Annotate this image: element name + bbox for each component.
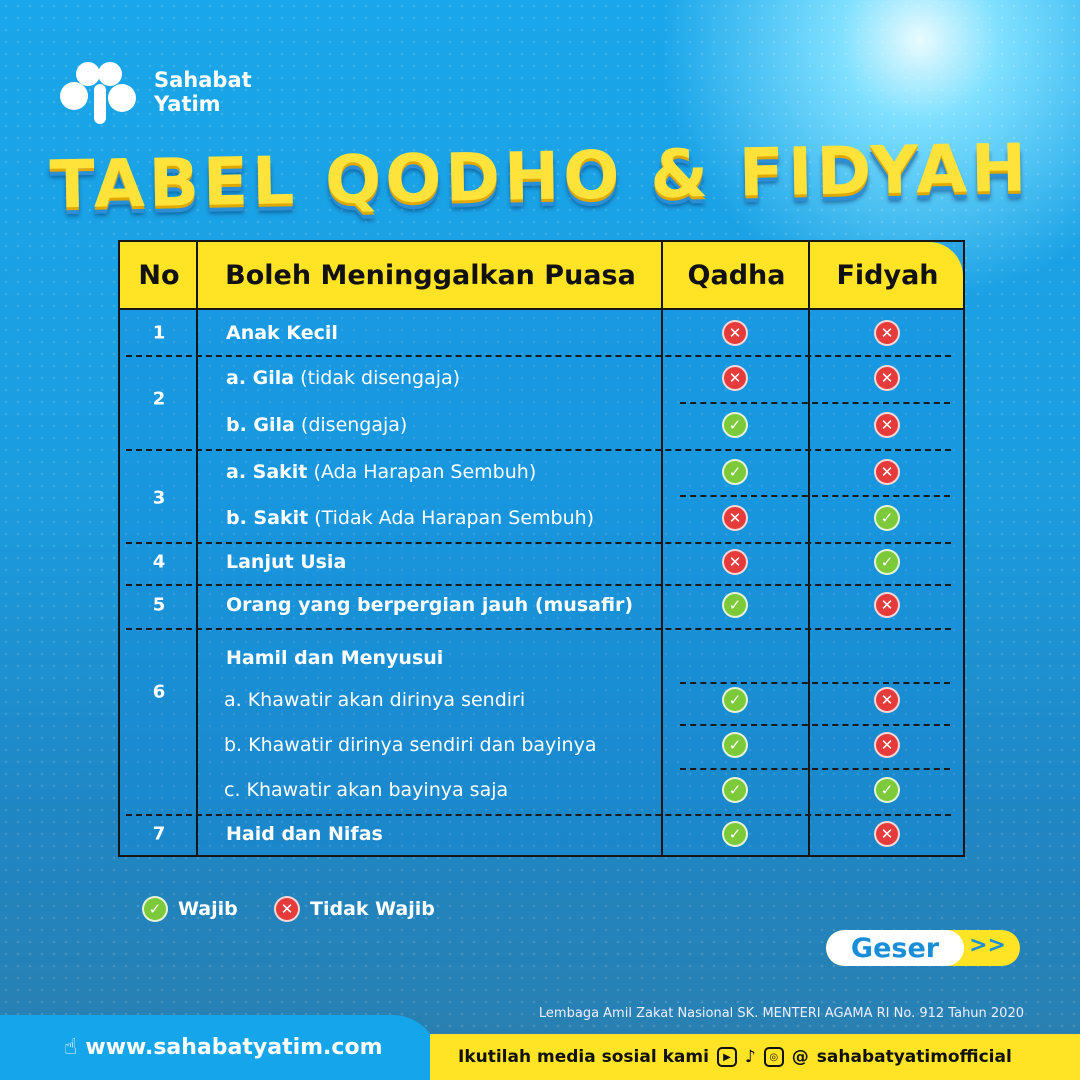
check-icon-fidyah: ✓	[874, 777, 900, 803]
x-icon-fidyah: ✕	[874, 687, 900, 713]
qodho-fidyah-table: No Boleh Meninggalkan Puasa Qadha Fidyah…	[118, 240, 965, 857]
x-icon: ✕	[274, 896, 300, 922]
check-icon-fidyah: ✓	[874, 549, 900, 575]
label-bold: Anak Kecil	[226, 322, 338, 344]
check-icon: ✓	[142, 896, 168, 922]
label-bold: a. Sakit	[226, 461, 308, 483]
row-divider	[126, 814, 951, 816]
row-divider	[680, 768, 950, 770]
legend-label: Wajib	[178, 898, 238, 920]
check-icon-qadha: ✓	[722, 687, 748, 713]
legend-wajib: ✓ Wajib	[142, 896, 238, 922]
label-detail: (disengaja)	[300, 414, 408, 436]
label-bold: Hamil dan Menyusui	[226, 647, 444, 669]
license-text: Lembaga Amil Zakat Nasional SK. MENTERI …	[538, 1006, 1024, 1021]
row-divider	[126, 542, 951, 544]
header-no: No	[138, 259, 180, 291]
label-detail: a. Khawatir akan dirinya sendiri	[224, 689, 526, 711]
row-divider	[680, 402, 950, 404]
x-icon-qadha: ✕	[722, 549, 748, 575]
row-number: 1	[152, 322, 166, 344]
table-row-label: Hamil dan Menyusui	[226, 647, 443, 669]
check-icon-qadha: ✓	[722, 777, 748, 803]
brand-name-2: Yatim	[154, 92, 221, 116]
label-detail: c. Khawatir akan bayinya saja	[224, 779, 509, 801]
table-row-label: b. Sakit (Tidak Ada Harapan Sembuh)	[226, 507, 594, 529]
table-row-label: Lanjut Usia	[226, 551, 346, 573]
instagram-icon[interactable]: ◎	[763, 1047, 784, 1067]
label-detail: (tidak disengaja)	[300, 367, 461, 389]
check-icon-qadha: ✓	[722, 459, 748, 485]
label-bold: Lanjut Usia	[226, 551, 347, 573]
table-row-label: a. Sakit (Ada Harapan Sembuh)	[226, 461, 536, 483]
arrow-icon: >>	[969, 933, 1006, 958]
row-divider	[680, 724, 950, 726]
logo: Sahabat Yatim	[58, 58, 252, 126]
label-detail: (Tidak Ada Harapan Sembuh)	[314, 507, 595, 529]
label-detail: b. Khawatir dirinya sendiri dan bayinya	[224, 734, 597, 756]
x-icon-fidyah: ✕	[874, 320, 900, 346]
follow-text: Ikutilah media sosial kami	[458, 1047, 709, 1067]
table-row-label: Orang yang berpergian jauh (musafir)	[226, 594, 633, 616]
row-divider	[126, 584, 951, 586]
row-divider	[126, 355, 951, 357]
x-icon-fidyah: ✕	[874, 459, 900, 485]
x-icon-fidyah: ✕	[874, 592, 900, 618]
threads-icon[interactable]: @	[791, 1047, 809, 1067]
website-bar: ☝ www.sahabatyatim.com	[0, 1015, 440, 1080]
table-row-label: a. Khawatir akan dirinya sendiri	[224, 689, 525, 711]
x-icon-fidyah: ✕	[874, 821, 900, 847]
header-qadha: Qadha	[687, 259, 786, 291]
youtube-icon[interactable]: ▶	[716, 1047, 737, 1067]
row-number: 3	[152, 487, 166, 509]
tiktok-icon[interactable]: ♪	[744, 1047, 756, 1067]
label-bold: b. Sakit	[226, 507, 309, 529]
header-reason: Boleh Meninggalkan Puasa	[225, 259, 636, 291]
table-header: No Boleh Meninggalkan Puasa Qadha Fidyah	[120, 242, 963, 310]
geser-button[interactable]: Geser >>	[826, 930, 1020, 966]
label-bold: b. Gila	[226, 414, 295, 436]
row-number: 2	[152, 388, 166, 410]
row-number: 7	[152, 823, 166, 845]
label-bold: a. Gila	[226, 367, 295, 389]
table-row-label: a. Gila (tidak disengaja)	[226, 367, 460, 389]
geser-label: Geser	[826, 930, 964, 966]
row-divider	[680, 682, 950, 684]
x-icon-qadha: ✕	[722, 320, 748, 346]
cursor-click-icon: ☝	[64, 1035, 78, 1060]
label-bold: Orang yang berpergian jauh (musafir)	[226, 594, 634, 616]
table-row-label: b. Gila (disengaja)	[226, 414, 407, 436]
table-row-label: Anak Kecil	[226, 322, 338, 344]
social-handle: sahabatyatimofficial	[816, 1047, 1012, 1067]
check-icon-fidyah: ✓	[874, 505, 900, 531]
label-detail: (Ada Harapan Sembuh)	[313, 461, 537, 483]
x-icon-fidyah: ✕	[874, 412, 900, 438]
clover-logo-icon	[60, 62, 136, 124]
legend-label: Tidak Wajib	[310, 898, 435, 920]
check-icon-qadha: ✓	[722, 592, 748, 618]
row-number: 5	[152, 594, 166, 616]
check-icon-qadha: ✓	[722, 732, 748, 758]
row-number: 4	[152, 551, 166, 573]
website-link[interactable]: www.sahabatyatim.com	[85, 1035, 383, 1060]
row-number: 6	[152, 681, 166, 703]
brand-name-1: Sahabat	[154, 68, 252, 92]
check-icon-qadha: ✓	[722, 821, 748, 847]
check-icon-qadha: ✓	[722, 412, 748, 438]
x-icon-fidyah: ✕	[874, 365, 900, 391]
header-fidyah: Fidyah	[836, 259, 939, 291]
label-bold: Haid dan Nifas	[226, 823, 383, 845]
social-bar: Ikutilah media sosial kami ▶ ♪ ◎ @ sahab…	[430, 1034, 1080, 1080]
table-row-label: Haid dan Nifas	[226, 823, 383, 845]
x-icon-qadha: ✕	[722, 505, 748, 531]
table-row-label: b. Khawatir dirinya sendiri dan bayinya	[224, 734, 597, 756]
x-icon-fidyah: ✕	[874, 732, 900, 758]
legend-tidak-wajib: ✕ Tidak Wajib	[274, 896, 435, 922]
row-divider	[680, 495, 950, 497]
row-divider	[126, 449, 951, 451]
row-divider	[126, 628, 951, 630]
x-icon-qadha: ✕	[722, 365, 748, 391]
table-row-label: c. Khawatir akan bayinya saja	[224, 779, 508, 801]
